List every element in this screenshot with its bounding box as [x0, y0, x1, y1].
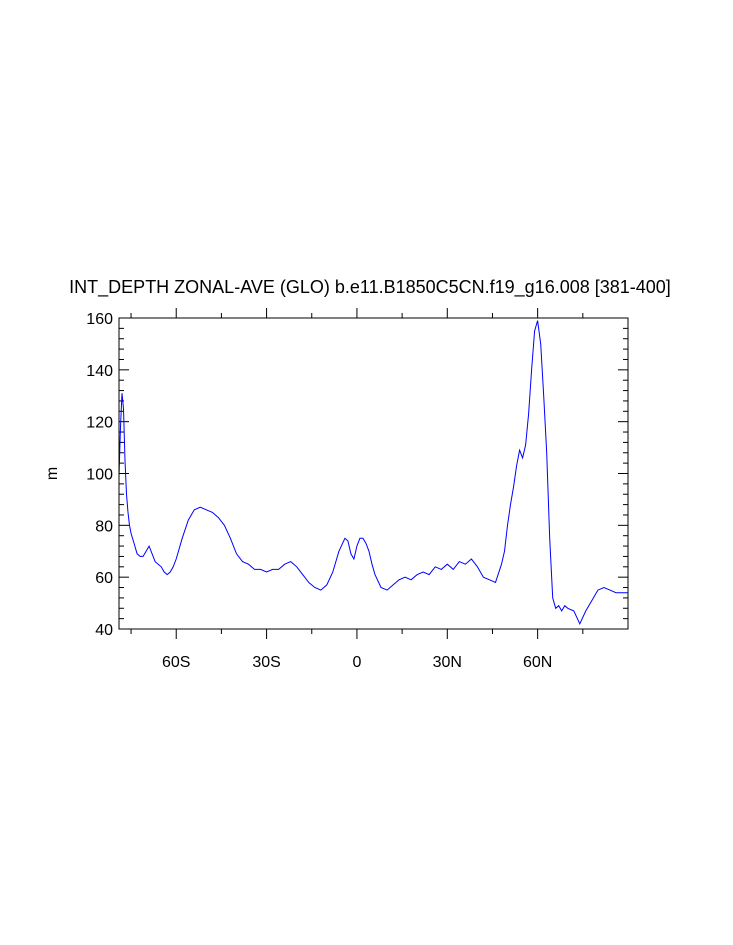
y-tick-label: 140 — [86, 363, 113, 380]
y-tick-label: 80 — [95, 518, 113, 535]
x-tick-label: 30N — [433, 654, 462, 671]
tick-labels: 40 60 80 100 120 140 160 60S 30S 0 30N 60N — [86, 311, 552, 671]
x-tick-label: 0 — [352, 654, 361, 671]
x-tick-label: 60N — [523, 654, 552, 671]
y-axis-label: m — [44, 467, 61, 480]
chart-title: INT_DEPTH ZONAL-AVE (GLO) b.e11.B1850C5C… — [69, 277, 671, 298]
series-line — [118, 320, 628, 625]
plot-frame — [118, 317, 629, 630]
y-tick-label: 160 — [86, 311, 113, 328]
y-tick-label: 60 — [95, 570, 113, 587]
x-tick-label: 60S — [162, 654, 190, 671]
y-tick-label: 40 — [95, 622, 113, 639]
y-tick-label: 100 — [86, 467, 113, 484]
y-tick-label: 120 — [86, 415, 113, 432]
x-tick-label: 30S — [252, 654, 280, 671]
tick-marks — [119, 308, 628, 639]
